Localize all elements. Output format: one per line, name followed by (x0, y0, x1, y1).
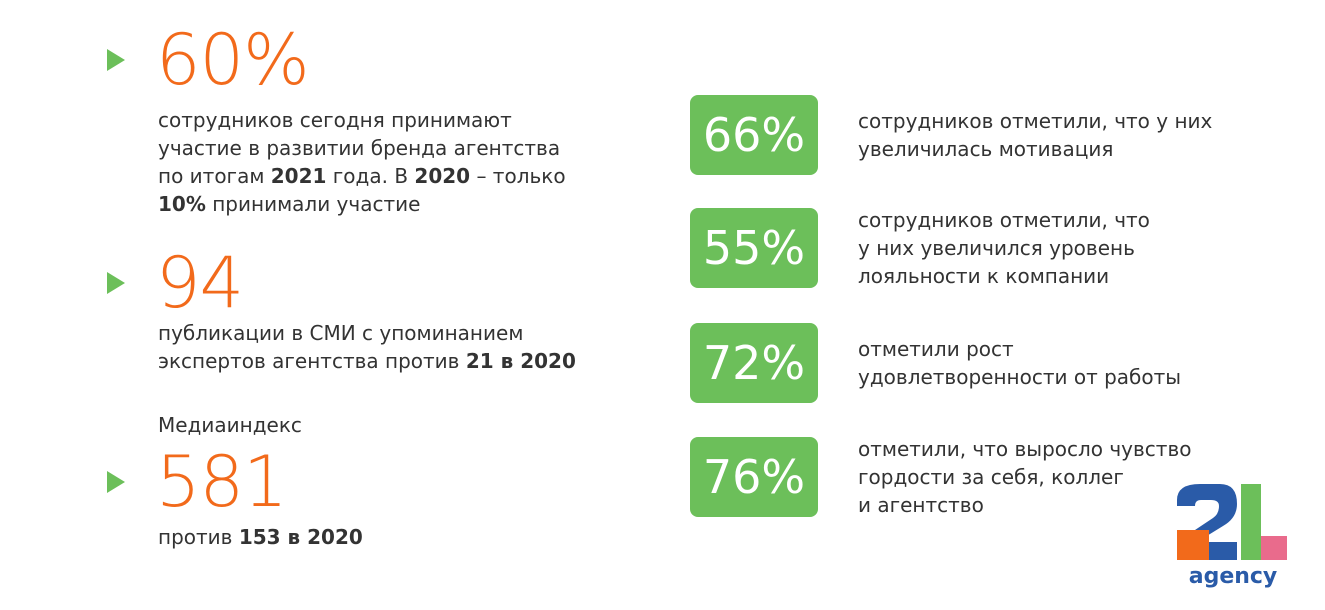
percent-box: 66% (690, 95, 818, 175)
text-run: 21 в 2020 (465, 349, 576, 373)
description-line: отметили рост (858, 337, 1014, 361)
text-run: сотрудников сегодня принимают (158, 108, 512, 132)
logo-shape (1177, 530, 1209, 560)
text-run: по итогам (158, 164, 271, 188)
text-run: 2020 (414, 164, 471, 188)
text-run: против (158, 525, 239, 549)
arrow (107, 471, 125, 493)
percent-box: 72% (690, 323, 818, 403)
text-run: публикации в СМИ с упоминанием (158, 321, 524, 345)
text-run: года. В (326, 164, 415, 188)
text-run: – только (470, 164, 566, 188)
text-run: 10% (158, 192, 206, 216)
big-number: 581 (156, 441, 288, 523)
arrow (107, 49, 125, 71)
description-line: сотрудников отметили, что у них (858, 109, 1213, 133)
text-run: 153 в 2020 (238, 525, 363, 549)
label: Медиаиндекс (158, 413, 302, 437)
logo-text: agency (1189, 564, 1278, 589)
description-line: удовлетворенности от работы (858, 365, 1182, 389)
description-line: сотрудников сегодня принимают (158, 106, 512, 134)
text-run: участие в развитии бренда агентства (158, 136, 561, 160)
big-number: 60% (156, 19, 310, 101)
percent-box: 76% (690, 437, 818, 517)
logo: agency (1177, 484, 1287, 589)
text-run: экспертов агентства против (158, 349, 466, 373)
description-line: сотрудников отметили, что (858, 208, 1150, 232)
description-line: экспертов агентства против 21 в 2020 (158, 347, 576, 375)
percent-box: 55% (690, 208, 818, 288)
description-line: 10% принимали участие (158, 190, 420, 218)
logo-shape (1241, 484, 1261, 560)
description-line: у них увеличился уровень (858, 236, 1135, 260)
description-line: участие в развитии бренда агентства (158, 134, 560, 162)
description-line: увеличилась мотивация (858, 137, 1114, 161)
arrow (107, 272, 125, 294)
description-line: гордости за себя, коллег (858, 465, 1124, 489)
logo-shape (1261, 536, 1287, 560)
big-number: 94 (156, 242, 244, 324)
description-line: по итогам 2021 года. В 2020 – только (158, 162, 566, 190)
description-line: лояльности к компании (858, 264, 1110, 288)
text-run: 2021 (270, 164, 327, 188)
description-line: отметили, что выросло чувство (858, 437, 1192, 461)
description-line: против 153 в 2020 (158, 523, 363, 551)
description-line: публикации в СМИ с упоминанием (158, 319, 523, 347)
text-run: принимали участие (205, 192, 421, 216)
description-line: и агентство (858, 493, 984, 517)
